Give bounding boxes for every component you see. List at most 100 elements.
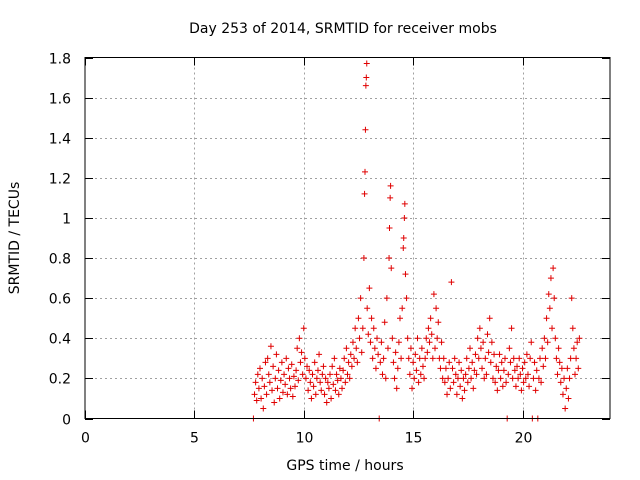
data-point bbox=[428, 331, 435, 338]
data-point bbox=[446, 359, 453, 366]
y-tick-label: 0.2 bbox=[49, 372, 71, 388]
data-point bbox=[330, 381, 337, 388]
data-point bbox=[472, 351, 479, 358]
data-point bbox=[281, 371, 288, 378]
data-point bbox=[474, 335, 481, 342]
data-point bbox=[463, 355, 470, 362]
data-point bbox=[437, 365, 444, 372]
data-point bbox=[471, 367, 478, 374]
data-point bbox=[540, 363, 547, 370]
data-point bbox=[495, 367, 502, 374]
data-point bbox=[400, 245, 407, 252]
data-point bbox=[318, 387, 325, 394]
data-point bbox=[368, 315, 375, 322]
data-point bbox=[566, 375, 573, 382]
data-point bbox=[364, 305, 371, 312]
data-point bbox=[410, 359, 417, 366]
data-point bbox=[510, 355, 517, 362]
data-point bbox=[417, 371, 424, 378]
data-point bbox=[521, 359, 528, 366]
data-point bbox=[347, 351, 354, 358]
data-point bbox=[285, 365, 292, 372]
data-point bbox=[532, 387, 539, 394]
data-point bbox=[441, 379, 448, 386]
data-point bbox=[329, 363, 336, 370]
data-point bbox=[361, 190, 368, 197]
data-point bbox=[394, 365, 401, 372]
data-point bbox=[362, 168, 368, 175]
data-point bbox=[569, 325, 576, 332]
y-tick-label: 0.4 bbox=[49, 332, 71, 348]
data-point bbox=[551, 295, 558, 302]
chart-title: Day 253 of 2014, SRMTID for receiver mob… bbox=[189, 21, 497, 37]
data-point bbox=[252, 379, 259, 386]
data-point bbox=[527, 355, 534, 362]
data-point bbox=[379, 371, 386, 378]
data-point bbox=[363, 74, 370, 81]
data-point bbox=[440, 355, 447, 362]
data-point bbox=[323, 399, 330, 406]
data-point bbox=[337, 375, 344, 382]
data-point bbox=[505, 371, 512, 378]
data-point bbox=[486, 315, 493, 322]
data-point bbox=[387, 182, 394, 189]
data-point bbox=[448, 279, 455, 286]
data-point bbox=[499, 383, 506, 390]
data-point bbox=[356, 335, 363, 342]
data-point bbox=[278, 359, 285, 366]
data-point bbox=[397, 315, 403, 322]
data-point bbox=[340, 367, 347, 374]
data-point bbox=[294, 345, 301, 352]
data-point bbox=[306, 367, 313, 374]
data-point bbox=[450, 379, 457, 386]
data-point bbox=[503, 379, 510, 386]
data-point bbox=[517, 371, 524, 378]
data-point bbox=[270, 363, 277, 370]
data-point bbox=[522, 375, 529, 382]
data-point bbox=[512, 383, 519, 390]
data-point bbox=[363, 60, 370, 67]
data-point bbox=[492, 379, 499, 386]
data-point bbox=[343, 345, 350, 352]
data-point bbox=[316, 351, 323, 358]
data-point bbox=[509, 375, 516, 382]
data-point bbox=[390, 359, 397, 366]
data-point bbox=[497, 375, 504, 382]
y-tick-label: 1.8 bbox=[49, 52, 71, 68]
data-point bbox=[493, 363, 500, 370]
data-point bbox=[547, 275, 554, 282]
data-point bbox=[276, 395, 283, 402]
data-point bbox=[430, 291, 437, 298]
data-point bbox=[322, 375, 329, 382]
data-point bbox=[526, 383, 533, 390]
data-point bbox=[378, 339, 385, 346]
data-point bbox=[362, 82, 369, 89]
data-point bbox=[374, 335, 381, 342]
data-point bbox=[359, 325, 366, 332]
data-point bbox=[388, 265, 395, 272]
y-axis-label: SRMTID / TECUs bbox=[7, 182, 23, 295]
data-point bbox=[469, 359, 476, 366]
data-point bbox=[574, 339, 581, 346]
data-point bbox=[418, 345, 425, 352]
data-point bbox=[481, 375, 488, 382]
x-tick-label: 15 bbox=[405, 431, 423, 447]
data-point bbox=[349, 339, 356, 346]
data-point bbox=[523, 351, 530, 358]
data-point bbox=[423, 335, 430, 342]
data-point bbox=[544, 339, 551, 346]
data-point bbox=[259, 375, 266, 382]
data-point bbox=[375, 351, 382, 358]
data-point bbox=[550, 265, 557, 272]
data-point bbox=[403, 295, 410, 302]
y-tick-label: 1.2 bbox=[49, 172, 71, 188]
data-point bbox=[494, 387, 501, 394]
data-point bbox=[275, 367, 282, 374]
data-point bbox=[288, 361, 295, 368]
data-point bbox=[491, 351, 498, 358]
data-point bbox=[457, 383, 464, 390]
data-point bbox=[312, 391, 319, 398]
data-point bbox=[382, 375, 389, 382]
data-point bbox=[404, 335, 411, 342]
y-tick-label: 1 bbox=[62, 212, 71, 228]
